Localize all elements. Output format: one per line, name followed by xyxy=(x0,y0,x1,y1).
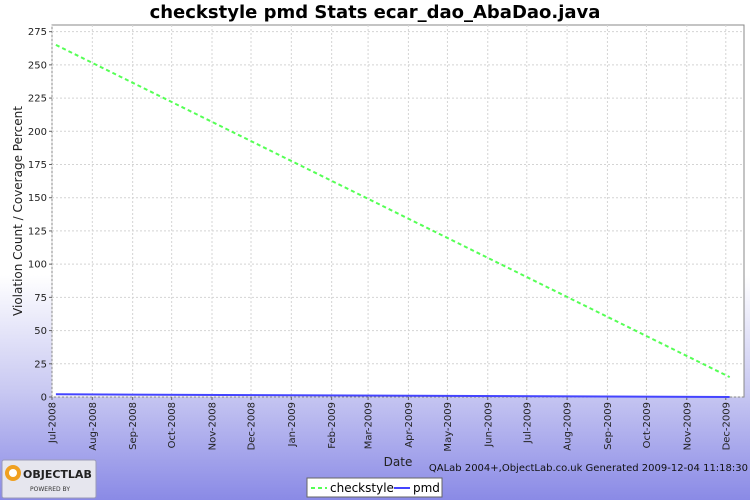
y-tick-label: 275 xyxy=(28,27,47,38)
y-tick-label: 125 xyxy=(28,226,47,237)
y-tick-label: 225 xyxy=(28,94,47,105)
x-tick-label: Nov-2008 xyxy=(207,402,218,450)
y-tick-label: 50 xyxy=(34,326,47,337)
y-tick-label: 175 xyxy=(28,160,47,171)
x-tick-label: Nov-2009 xyxy=(682,402,693,450)
x-tick-label: Aug-2009 xyxy=(563,402,574,451)
y-tick-label: 200 xyxy=(28,127,47,138)
series-line-pmd xyxy=(55,393,730,398)
legend-box xyxy=(306,477,443,498)
legend-label-pmd: pmd xyxy=(413,481,440,495)
y-tick-label: 0 xyxy=(41,393,47,404)
grid-lines xyxy=(51,25,744,398)
y-tick-label: 250 xyxy=(28,60,47,71)
logo-sub-text: POWERED BY xyxy=(30,486,70,493)
x-tick-label: Aug-2008 xyxy=(88,402,99,451)
chart-title: checkstyle pmd Stats ecar_dao_AbaDao.jav… xyxy=(150,2,601,23)
x-tick-label: Sep-2008 xyxy=(128,402,139,450)
x-axis-label: Date xyxy=(384,455,413,469)
x-tick-label: Dec-2008 xyxy=(247,402,258,450)
x-tick-label: Jul-2008 xyxy=(48,402,59,444)
legend-label-checkstyle: checkstyle xyxy=(330,481,394,495)
x-axis-ticks: Jul-2008 Aug-2008 Sep-2008 Oct-2008 Nov-2008… xyxy=(48,397,732,452)
x-tick-label: Feb-2009 xyxy=(327,402,338,449)
x-tick-label: Oct-2009 xyxy=(642,402,653,448)
y-tick-label: 100 xyxy=(28,260,47,271)
y-axis-label: Violation Count / Coverage Percent xyxy=(11,106,25,316)
series-line-checkstyle xyxy=(55,44,731,378)
x-tick-label: Jun-2009 xyxy=(483,402,494,448)
x-tick-label: Apr-2009 xyxy=(404,402,415,448)
legend: checkstyle pmd xyxy=(306,477,443,498)
objectlab-logo: OBJECTLAB POWERED BY xyxy=(1,459,97,499)
plot-area xyxy=(51,24,745,398)
y-axis-ticks: 0 25 50 75 100 125 150 175 200 225 250 275 xyxy=(28,27,52,404)
y-tick-label: 25 xyxy=(34,359,47,370)
x-tick-label: May-2009 xyxy=(443,402,454,452)
x-tick-label: Sep-2009 xyxy=(603,402,614,450)
x-tick-label: Mar-2009 xyxy=(364,402,375,449)
series-lines xyxy=(55,44,731,398)
logo-main-text: OBJECTLAB xyxy=(23,468,92,481)
generated-footer: QALab 2004+,ObjectLab.co.uk Generated 20… xyxy=(429,463,748,474)
x-tick-label: Oct-2008 xyxy=(167,402,178,448)
x-tick-label: Jan-2009 xyxy=(287,402,298,447)
y-tick-label: 75 xyxy=(34,293,47,304)
x-tick-label: Dec-2009 xyxy=(721,402,732,450)
x-tick-label: Jul-2009 xyxy=(522,402,533,444)
y-tick-label: 150 xyxy=(28,193,47,204)
